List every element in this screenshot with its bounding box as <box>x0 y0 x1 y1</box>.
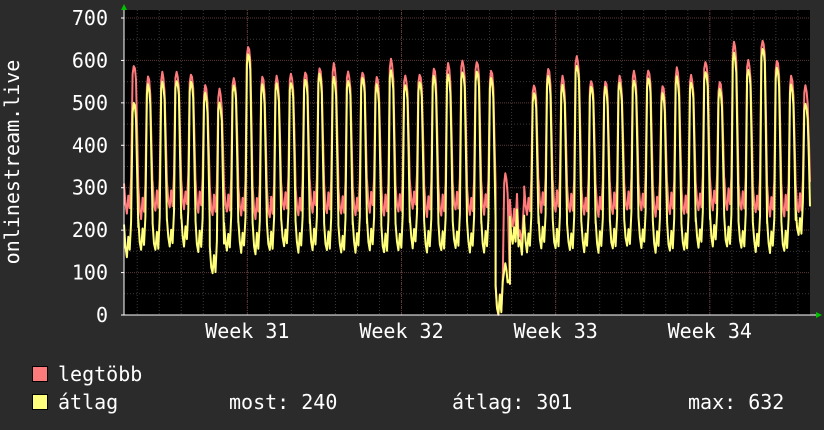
y-tick-label: 0 <box>96 303 108 327</box>
x-tick-label: Week 32 <box>359 319 443 343</box>
y-axis-label: onlinestream.live <box>0 60 24 265</box>
legend-label-atlag: átlag <box>58 390 119 414</box>
y-tick-label: 300 <box>72 176 108 200</box>
y-axis-arrow <box>121 4 127 10</box>
x-tick-label: Week 33 <box>513 319 597 343</box>
y-tick-label: 100 <box>72 261 108 285</box>
stat-most: most: 240 <box>229 390 338 414</box>
x-tick-label: Week 34 <box>668 319 752 343</box>
y-tick-label: 600 <box>72 48 108 72</box>
series-line-atlag <box>123 48 811 315</box>
chart: 0 100 200 300 400 500 600 700 Week 31 Week 32 Week… <box>0 4 822 343</box>
y-tick-label: 400 <box>72 133 108 157</box>
series-lines <box>123 39 811 316</box>
tick-labels: 0 100 200 300 400 500 600 700 Week 31 Week 32 Week… <box>72 6 752 343</box>
y-tick-label: 700 <box>72 6 108 30</box>
legend-label-legtobb: legtöbb <box>58 362 143 386</box>
legend-item-atlag: átlag <box>32 390 118 414</box>
y-tick-label: 200 <box>72 218 108 242</box>
x-tick-label: Week 31 <box>205 319 289 343</box>
stat-max: max: 632 <box>688 390 785 414</box>
axes <box>121 4 822 318</box>
stat-atlag: átlag: 301 <box>452 390 573 414</box>
legend-swatch-atlag <box>32 394 48 410</box>
legend-item-legtobb: legtöbb <box>32 362 142 386</box>
y-tick-label: 500 <box>72 91 108 115</box>
legend-swatch-legtobb <box>32 366 48 382</box>
x-axis-arrow <box>816 312 822 318</box>
